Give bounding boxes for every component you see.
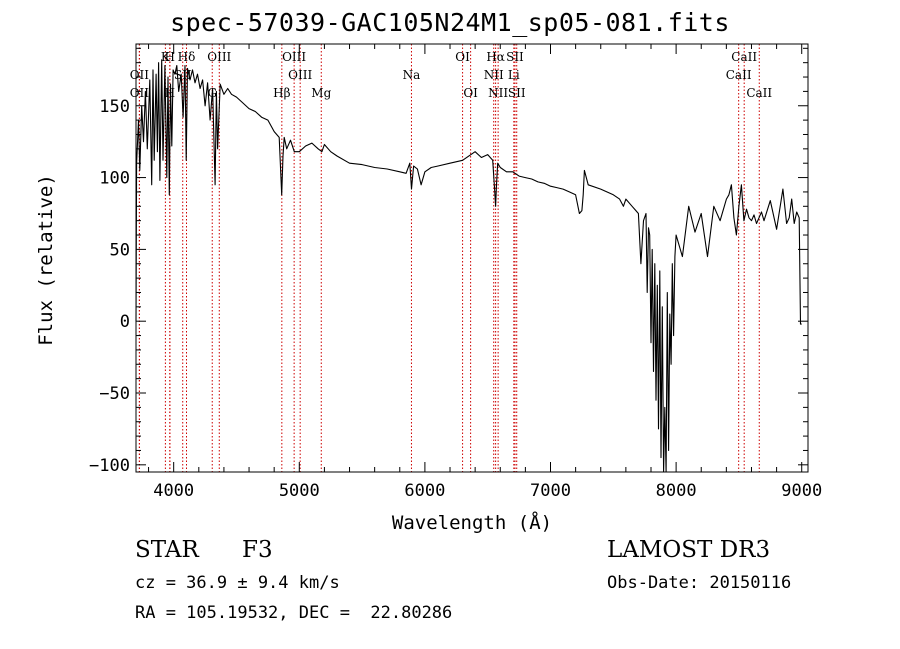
survey-name: LAMOST DR3 — [607, 537, 771, 563]
line-label-6: H — [165, 86, 175, 100]
line-label-24: CaII — [746, 86, 772, 100]
line-label-3: OII — [130, 68, 150, 82]
redshift-info: cz = 36.9 ± 9.4 km/s — [135, 573, 340, 593]
chart-title: spec-57039-GAC105N24M1_sp05-081.fits — [170, 8, 730, 37]
x-tick-label: 6000 — [404, 481, 445, 501]
plot-frame — [135, 43, 809, 473]
line-label-17: NII — [484, 68, 504, 82]
line-label-18: NII — [488, 86, 508, 100]
line-label-10: OIII — [282, 50, 306, 64]
line-label-19: SII — [506, 50, 524, 64]
x-tick-label: 9000 — [781, 481, 822, 501]
y-tick-label: 150 — [99, 97, 130, 117]
line-label-15: OI — [463, 86, 478, 100]
x-tick-label: 4000 — [153, 481, 194, 501]
y-tick-label: 50 — [110, 240, 130, 260]
object-subclass: F3 — [242, 537, 273, 563]
line-label-2: H — [165, 50, 175, 64]
coordinates: RA = 105.19532, DEC = 22.80286 — [135, 603, 453, 623]
line-label-14: OI — [455, 50, 470, 64]
y-tick-label: 0 — [120, 312, 130, 332]
x-tick-label: 7000 — [530, 481, 571, 501]
object-class: STAR — [135, 537, 199, 563]
line-label-11: OIII — [288, 68, 312, 82]
line-label-7: G — [207, 86, 217, 100]
line-label-20: Li — [508, 68, 520, 82]
spectrum-line — [135, 59, 802, 473]
x-axis-label: Wavelength (Å) — [391, 512, 553, 534]
line-label-21: SII — [508, 86, 526, 100]
line-label-1: K — [161, 50, 171, 64]
line-label-13: Na — [403, 68, 421, 82]
x-tick-label: 5000 — [279, 481, 320, 501]
y-tick-label: −50 — [99, 384, 130, 404]
line-label-22: CaII — [726, 68, 752, 82]
observation-date: Obs-Date: 20150116 — [607, 573, 792, 593]
x-tick-label: 8000 — [656, 481, 697, 501]
line-label-0: Hδ — [178, 50, 196, 64]
line-label-4: SII — [174, 68, 192, 82]
y-tick-label: 100 — [99, 169, 130, 189]
line-label-5: OII — [130, 86, 150, 100]
line-label-12: Mg — [311, 86, 331, 100]
line-label-8: OIII — [207, 50, 231, 64]
line-label-23: CaII — [731, 50, 757, 64]
y-tick-label: −100 — [89, 456, 130, 476]
line-label-16: Hα — [486, 50, 505, 64]
line-label-9: Hβ — [273, 86, 290, 100]
